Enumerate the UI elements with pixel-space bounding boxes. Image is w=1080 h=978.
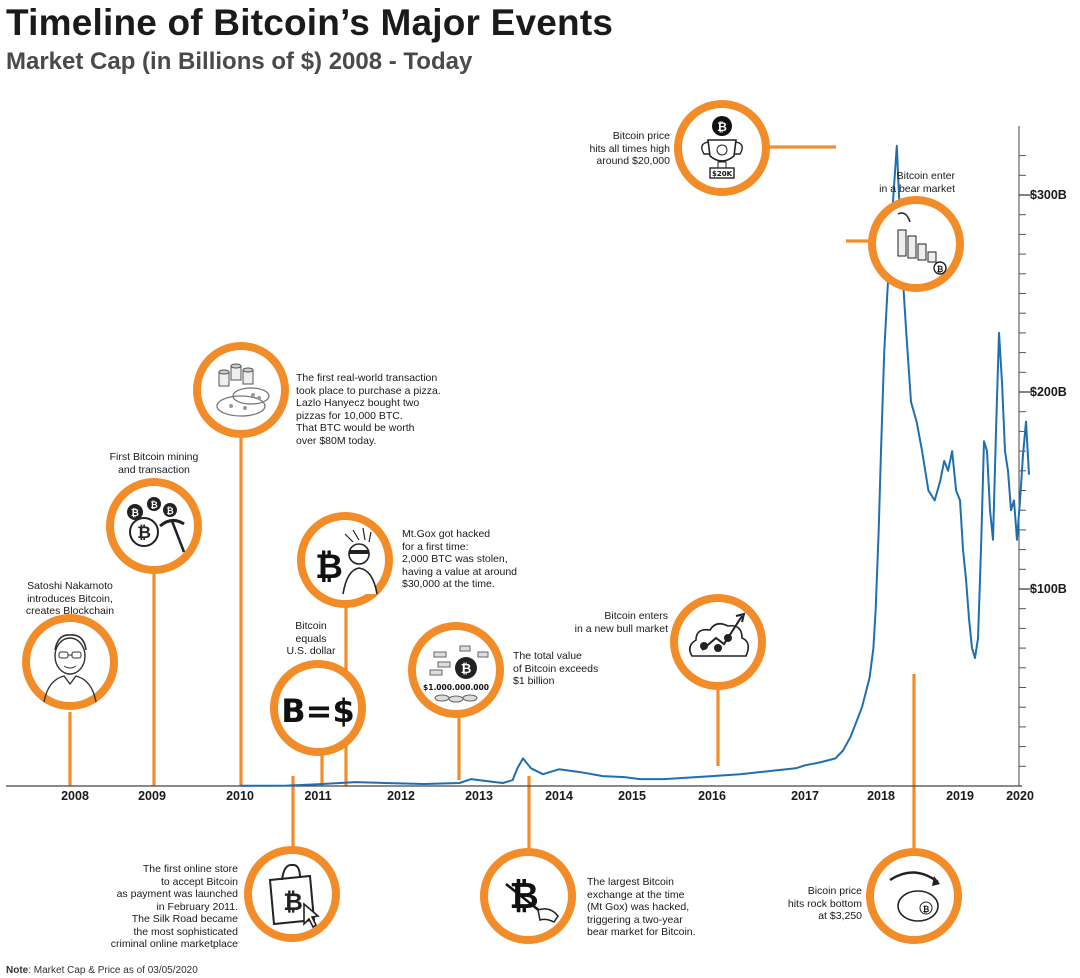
x-tick-label-2012: 2012 (387, 789, 415, 803)
x-tick-label-2010: 2010 (226, 789, 254, 803)
pizza-circle (193, 342, 289, 438)
svg-text:₿: ₿ (461, 662, 472, 677)
annotation-2008: Satoshi Nakamoto introduces Bitcoin, cre… (25, 580, 115, 617)
svg-text:₿: ₿ (509, 876, 538, 917)
footnote-label: Note (6, 965, 29, 976)
satoshi-portrait-icon (43, 634, 97, 702)
market-cap-line (239, 144, 1030, 787)
chart-title: Timeline of Bitcoin’s Major Events (6, 2, 614, 43)
annotation-2009: First Bitcoin mining and transaction (109, 451, 199, 476)
billion-coins-icon: ₿ $1.000.000.000 (423, 645, 489, 703)
hacker-icon: ₿ (315, 527, 378, 595)
trophy-icon: ₿ $20K (701, 116, 743, 179)
annotation-2014: The largest Bitcoin exchange at the time… (587, 876, 696, 938)
x-tick-label-2019: 2019 (946, 789, 974, 803)
svg-text:₿: ₿ (315, 547, 343, 587)
x-tick-label-2016: 2016 (698, 789, 726, 803)
svg-text:₿: ₿ (717, 120, 727, 134)
bitcoin-hand-icon: ₿ (505, 876, 559, 923)
x-tick-label-2015: 2015 (618, 789, 646, 803)
x-tick-label-2017: 2017 (791, 789, 819, 803)
svg-text:₿: ₿ (283, 888, 303, 916)
btc-equals-usd-circle: B=$ (270, 660, 366, 756)
rock-bottom-piggy-icon: ₿ (889, 871, 940, 922)
y-tick-label: $200B (1030, 385, 1067, 399)
annotation-2011-mtgox: Mt.Gox got hacked for a first time: 2,00… (402, 528, 518, 590)
annotation-2018-bear: Bitcoin enter in a bear market (879, 170, 955, 195)
bitcoin-equals-dollar-label: B=$ (281, 692, 354, 730)
y-major-ticks: $300B $200B $100B (1019, 188, 1067, 596)
x-tick-label-2008: 2008 (61, 789, 89, 803)
x-tick-label-2018: 2018 (867, 789, 895, 803)
pizza-coins-icon (216, 363, 270, 417)
x-tick-labels: 2008 2009 2010 2011 2012 2013 2014 2015 2016 2017… (61, 789, 1034, 803)
x-tick-label-2013: 2013 (465, 789, 493, 803)
shop-circle: ₿ (244, 846, 340, 942)
annotation-2016: Bitcoin enters in a new bull market (574, 610, 668, 635)
mining-circle: ₿ ₿ ₿ ₿ (106, 478, 202, 574)
annotation-2011-equal: Bitcoin equals U.S. dollar (286, 620, 336, 657)
y-tick-label: $100B (1030, 582, 1067, 596)
svg-text:₿: ₿ (131, 507, 139, 519)
chart-subtitle: Market Cap (in Billions of $) 2008 - Tod… (6, 48, 473, 75)
x-tick-label-2014: 2014 (545, 789, 573, 803)
mtgox-hack-circle: ₿ (297, 512, 393, 608)
bear-market-bars-icon: ₿ (897, 212, 947, 275)
bitcoin-equals-dollar-icon: B=$ (281, 692, 354, 730)
bull-market-cloud-icon (688, 612, 750, 657)
svg-text:₿: ₿ (923, 905, 930, 914)
trophy-label: $20K (712, 170, 733, 178)
footnote-text: : Market Cap & Price as of 03/05/2020 (28, 965, 198, 976)
annotation-2017: Bitcoin price hits all times high around… (589, 130, 670, 167)
svg-text:₿: ₿ (166, 506, 173, 517)
svg-text:₿: ₿ (150, 500, 157, 511)
annotation-2010: The first real-world transaction took pl… (296, 372, 441, 447)
annotation-2011-store: The first online store to accept Bitcoin… (110, 863, 238, 950)
billion-label: $1.000.000.000 (423, 683, 489, 692)
footnote: Note: Market Cap & Price as of 03/05/202… (6, 965, 198, 976)
connector-stems (68, 145, 916, 848)
billion-circle: ₿ $1.000.000.000 (408, 622, 504, 718)
shopping-bag-icon: ₿ (268, 863, 320, 929)
annotation-2018-bottom: Bicoin price hits rock bottom at $3,250 (787, 885, 862, 922)
bull-market-circle (670, 594, 766, 690)
x-tick-label-2020: 2020 (1006, 789, 1034, 803)
rock-bottom-circle: ₿ (866, 848, 962, 944)
bear-market-circle: ₿ (868, 196, 964, 292)
satoshi-portrait-circle (22, 614, 118, 710)
mining-pickaxe-icon: ₿ ₿ ₿ ₿ (127, 497, 186, 553)
svg-text:₿: ₿ (137, 523, 151, 543)
x-tick-label-2009: 2009 (138, 789, 166, 803)
y-tick-label: $300B (1030, 188, 1067, 202)
all-time-high-circle: ₿ $20K (674, 100, 770, 196)
x-tick-label-2011: 2011 (304, 789, 331, 803)
svg-text:₿: ₿ (937, 265, 944, 274)
annotation-2012: The total value of Bitcoin exceeds $1 bi… (513, 650, 599, 687)
mtgox-largest-hack-circle: ₿ (480, 848, 576, 944)
